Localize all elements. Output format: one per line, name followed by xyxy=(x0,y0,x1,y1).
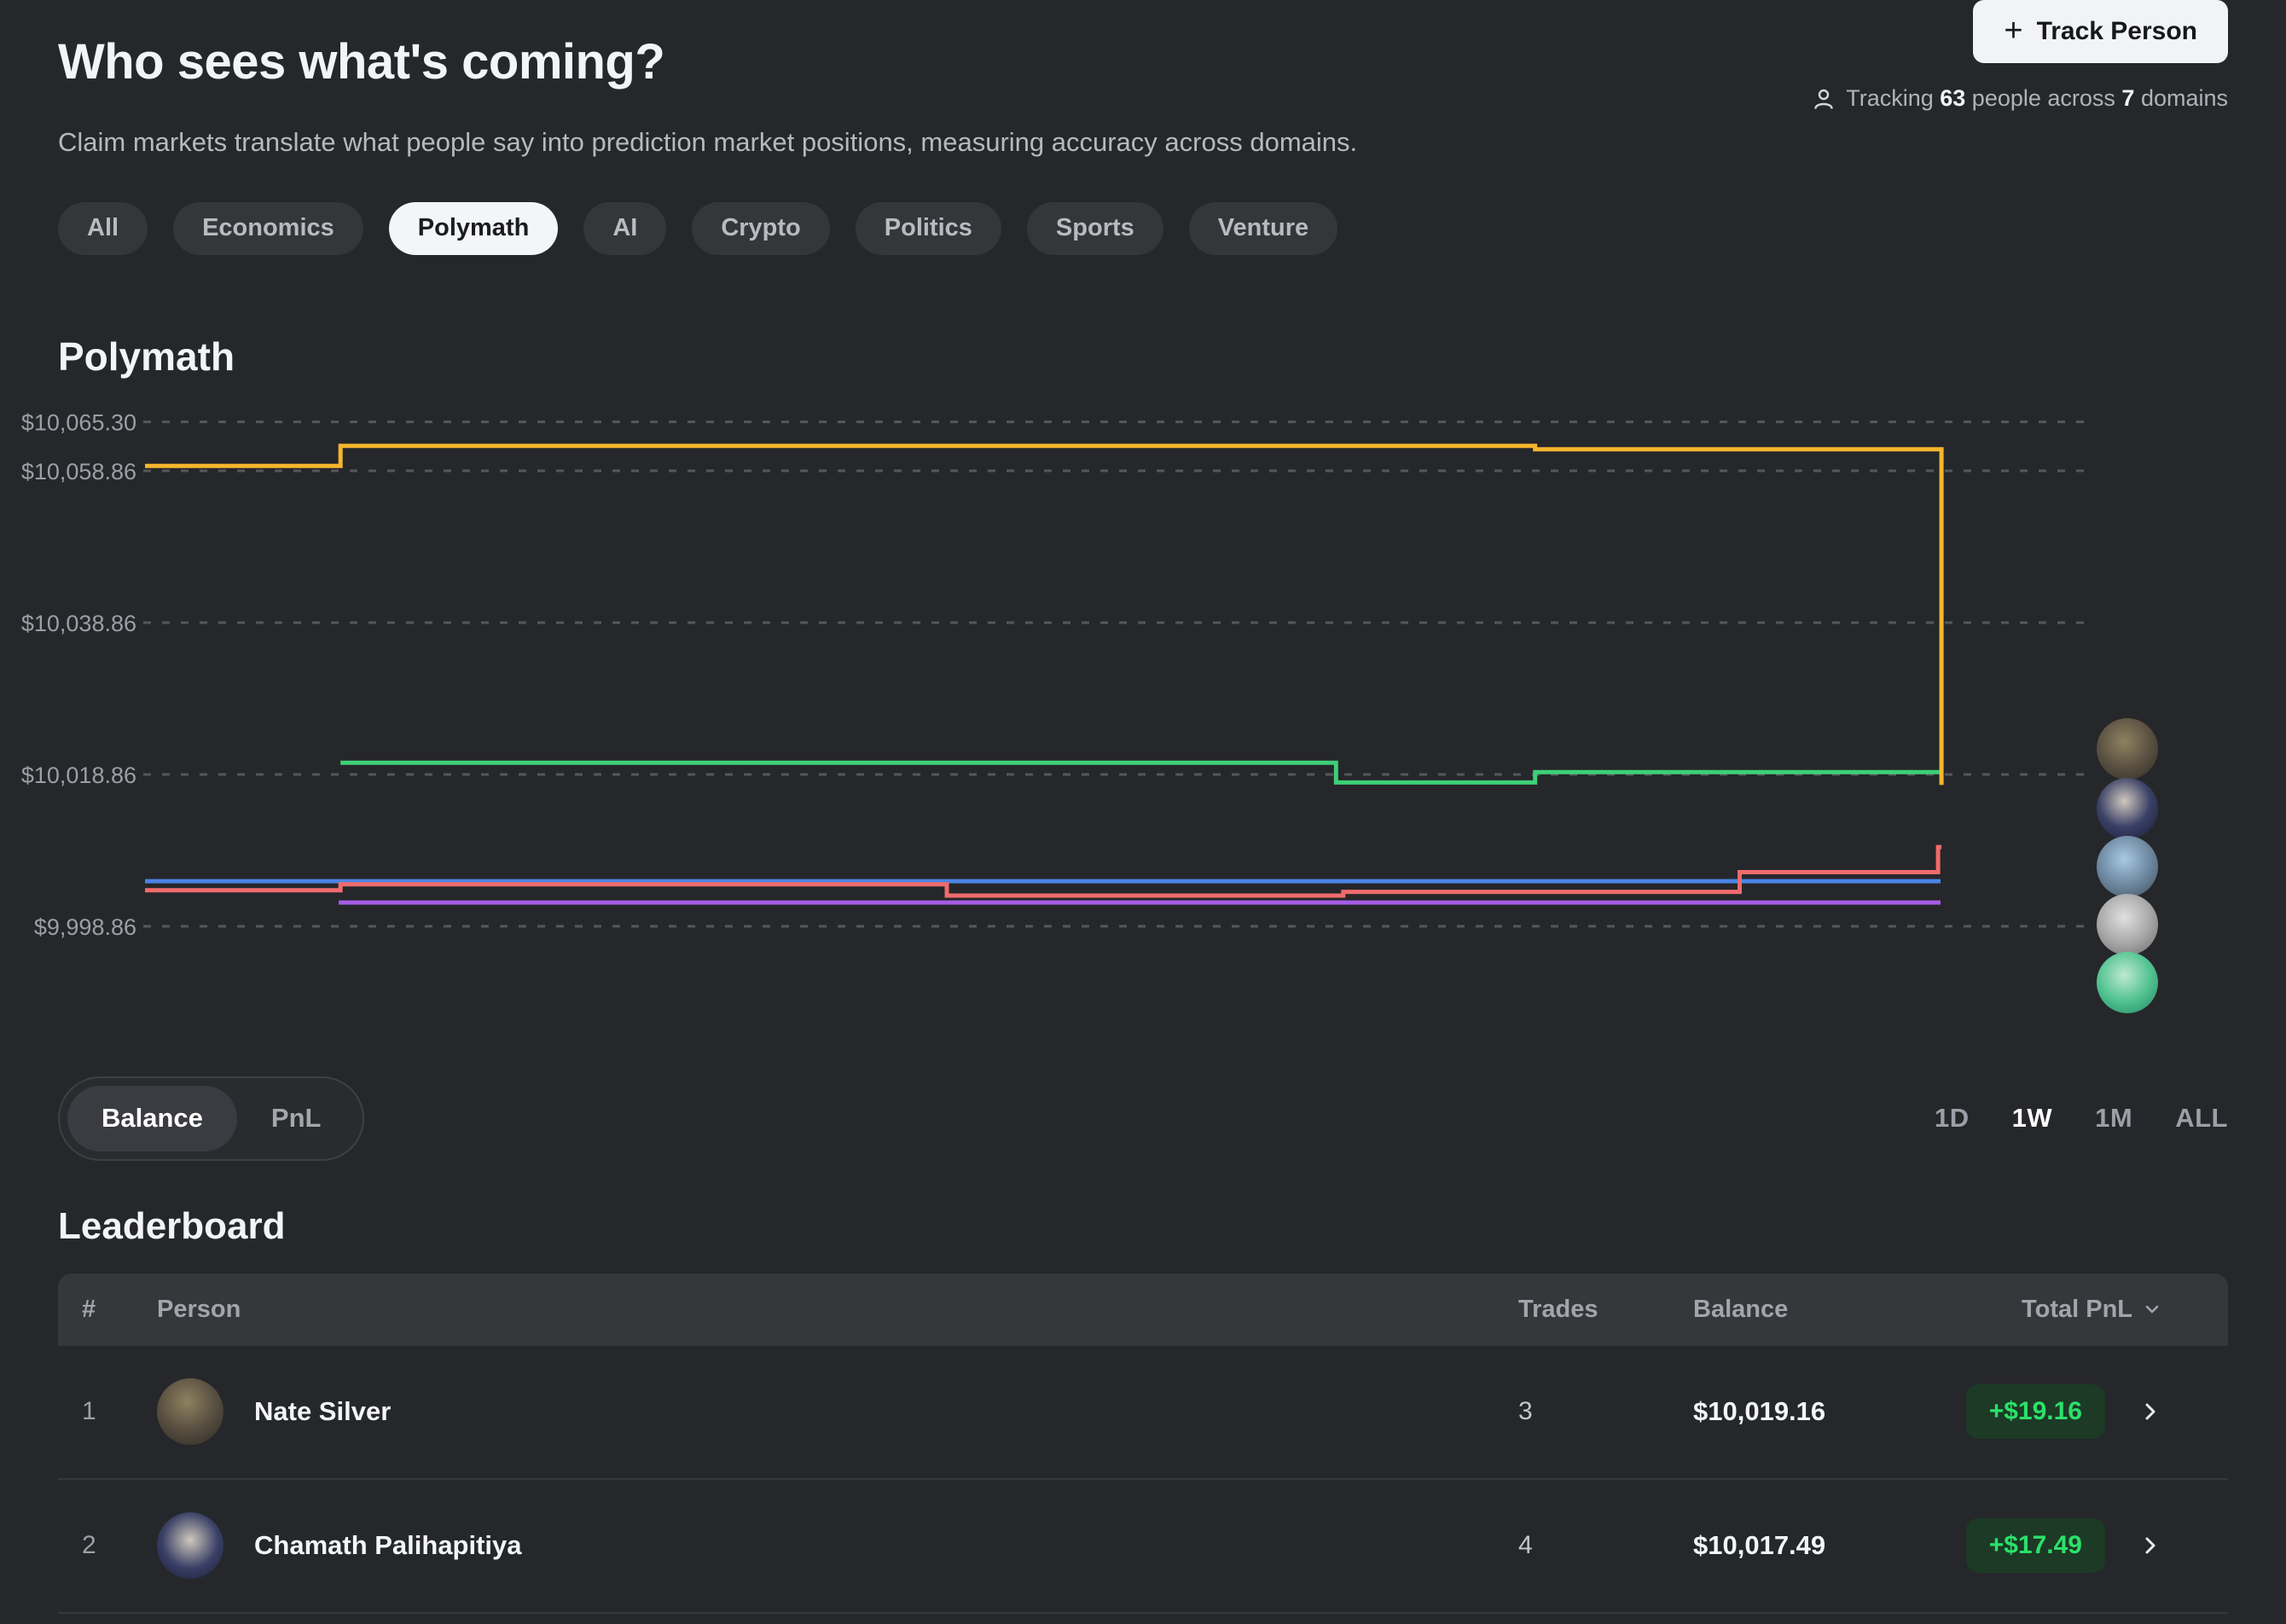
column-trades: Trades xyxy=(1518,1295,1598,1323)
chevron-right-icon[interactable] xyxy=(2139,1534,2161,1557)
range-all[interactable]: ALL xyxy=(2175,1103,2228,1134)
toggle-pnl[interactable]: PnL xyxy=(270,1103,322,1134)
chevron-down-icon xyxy=(2145,1305,2159,1314)
trades-value: 4 xyxy=(1518,1531,1533,1560)
pnl-badge: +$17.49 xyxy=(1965,1518,2105,1574)
leaderboard-header-row: # Person Trades Balance Total PnL xyxy=(58,1273,2228,1346)
avatar xyxy=(157,1378,223,1446)
chart-canvas: $10,065.30 $10,058.86 $10,038.86 $10,018.86… xyxy=(21,409,2158,1013)
range-1d[interactable]: 1D xyxy=(1935,1103,1970,1134)
table-row[interactable]: 2 Chamath Palihapitiya 4 $10,017.49 +$17… xyxy=(58,1480,2228,1614)
balance-chart: $10,065.30 $10,058.86 $10,038.86 $10,018.86… xyxy=(0,392,2286,1028)
section-title: Polymath xyxy=(58,334,235,379)
series-red-line xyxy=(145,844,1942,898)
page-header: Who sees what's coming? + Track Person T… xyxy=(0,0,2286,158)
track-person-label: Track Person xyxy=(2036,17,2197,45)
person-cell: Chamath Palihapitiya xyxy=(157,1512,1518,1580)
leaderboard-rows: 1 Nate Silver 3 $10,019.16 +$19.16 2 Cha… xyxy=(58,1346,2228,1614)
y-axis-label: $9,998.86 xyxy=(34,914,136,940)
column-balance: Balance xyxy=(1693,1295,1789,1323)
page-subtitle: Claim markets translate what people say … xyxy=(58,126,1358,157)
pnl-badge: +$19.16 xyxy=(1965,1384,2105,1440)
tracking-text: Tracking 63 people across 7 domains xyxy=(1846,85,2228,111)
table-row[interactable]: 1 Nate Silver 3 $10,019.16 +$19.16 xyxy=(58,1346,2228,1480)
series-yellow-line xyxy=(145,443,1944,785)
person-icon xyxy=(1814,89,1833,109)
leaderboard-section: Leaderboard # Person Trades Balance Tota… xyxy=(0,1205,2286,1614)
page-title: Who sees what's coming? xyxy=(58,34,665,90)
tab-sports[interactable]: Sports xyxy=(1026,201,1163,255)
domain-filter-tabs: All Economics Polymath AI Crypto Politics Spor… xyxy=(0,201,2286,255)
column-total-pnl-sort[interactable]: Total PnL xyxy=(1846,1296,2204,1324)
leaderboard-title: Leaderboard xyxy=(58,1204,286,1247)
tab-economics[interactable]: Economics xyxy=(173,201,363,255)
pnl-cell: +$19.16 xyxy=(1846,1384,2204,1440)
y-axis-label: $10,065.30 xyxy=(21,409,136,435)
chart-avatar-4[interactable] xyxy=(2097,893,2158,955)
range-1m[interactable]: 1M xyxy=(2095,1103,2133,1134)
balance-value: $10,019.16 xyxy=(1693,1396,1826,1427)
time-range-selector: 1D 1W 1M ALL xyxy=(1935,1103,2228,1134)
chart-controls: Balance PnL 1D 1W 1M ALL xyxy=(0,1076,2286,1161)
tab-crypto[interactable]: Crypto xyxy=(692,201,830,255)
tab-politics[interactable]: Politics xyxy=(855,201,1001,255)
track-person-button[interactable]: + Track Person xyxy=(1973,0,2228,63)
chart-avatar-5[interactable] xyxy=(2097,951,2158,1013)
chart-avatar-1[interactable] xyxy=(2097,717,2158,780)
column-rank: # xyxy=(82,1295,96,1323)
avatar xyxy=(157,1512,223,1580)
trades-value: 3 xyxy=(1518,1397,1533,1426)
metric-toggle: Balance PnL xyxy=(58,1076,365,1161)
person-name: Chamath Palihapitiya xyxy=(254,1530,522,1561)
balance-value: $10,017.49 xyxy=(1693,1530,1826,1561)
chart-avatar-2[interactable] xyxy=(2097,777,2158,839)
rank-value: 2 xyxy=(82,1531,96,1560)
pnl-cell: +$17.49 xyxy=(1846,1518,2204,1574)
chevron-right-icon[interactable] xyxy=(2139,1401,2161,1423)
person-name: Nate Silver xyxy=(254,1396,392,1427)
tracking-summary: Tracking 63 people across 7 domains xyxy=(1812,85,2228,112)
tab-ai[interactable]: AI xyxy=(583,201,667,255)
tab-all[interactable]: All xyxy=(58,201,148,255)
person-cell: Nate Silver xyxy=(157,1378,1518,1446)
column-total-pnl-label: Total PnL xyxy=(2022,1295,2132,1323)
range-1w[interactable]: 1W xyxy=(2011,1103,2053,1134)
tab-venture[interactable]: Venture xyxy=(1188,201,1338,255)
y-axis-label: $10,058.86 xyxy=(21,459,136,484)
plus-icon: + xyxy=(2004,12,2023,49)
column-person: Person xyxy=(157,1295,241,1323)
chart-avatar-3[interactable] xyxy=(2097,835,2158,897)
y-axis-label: $10,018.86 xyxy=(21,763,136,788)
y-axis-label: $10,038.86 xyxy=(21,611,136,636)
toggle-balance[interactable]: Balance xyxy=(67,1085,237,1151)
rank-value: 1 xyxy=(82,1397,96,1426)
tab-polymath[interactable]: Polymath xyxy=(388,201,559,255)
series-green-line xyxy=(340,760,1942,785)
